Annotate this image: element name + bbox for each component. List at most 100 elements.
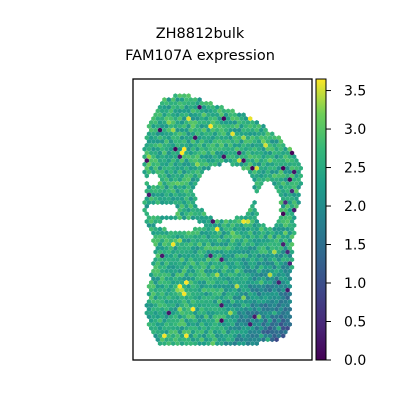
expression-spot [241, 226, 246, 232]
expression-spot [166, 173, 171, 179]
expression-spot [274, 177, 279, 183]
expression-spot [193, 310, 198, 316]
expression-spot [171, 112, 176, 118]
expression-spot [155, 230, 160, 236]
expression-spot [241, 295, 246, 301]
expression-spot [201, 257, 207, 263]
expression-spot [285, 249, 290, 255]
expression-spot [155, 238, 160, 244]
expression-spot [223, 241, 229, 247]
expression-spot [208, 215, 213, 221]
expression-spot [160, 253, 165, 259]
expression-spot [195, 123, 200, 129]
expression-spot [195, 276, 200, 282]
expression-spot [265, 177, 270, 183]
expression-spot [241, 219, 246, 225]
expression-spot [215, 340, 220, 346]
expression-spot [197, 165, 202, 171]
expression-spot [195, 146, 200, 152]
expression-spot [153, 219, 158, 225]
expression-spot [272, 333, 277, 339]
expression-spot [252, 291, 257, 297]
expression-spot [272, 272, 277, 278]
expression-spot [193, 287, 198, 293]
expression-spot [210, 264, 215, 270]
expression-spot [199, 321, 204, 327]
expression-spot [219, 272, 224, 278]
expression-spot [217, 329, 222, 335]
expression-spot [245, 272, 251, 278]
expression-spot [153, 310, 158, 316]
expression-spot [228, 295, 233, 301]
expression-spot [287, 306, 292, 312]
expression-spot [281, 272, 286, 278]
expression-spot [199, 268, 204, 274]
expression-spot [239, 299, 244, 305]
expression-spot [190, 253, 196, 259]
expression-spot [219, 150, 224, 156]
expression-spot [177, 253, 182, 259]
expression-spot [283, 306, 288, 312]
expression-spot [283, 177, 288, 183]
expression-spot [204, 123, 209, 129]
expression-spot [256, 177, 262, 183]
expression-spot [215, 219, 220, 225]
expression-spot [149, 158, 154, 164]
expression-spot [261, 222, 266, 228]
expression-spot [168, 161, 174, 167]
expression-spot [171, 333, 176, 339]
expression-spot [206, 165, 211, 171]
expression-spot [155, 253, 160, 259]
expression-spot [278, 200, 284, 205]
expression-spot [149, 119, 154, 125]
expression-spot [153, 272, 158, 278]
expression-spot [281, 173, 286, 179]
expression-spot [195, 139, 200, 145]
expression-spot [171, 234, 176, 240]
expression-spot [232, 219, 237, 225]
expression-spot [234, 283, 240, 289]
expression-spot [252, 169, 257, 175]
expression-spot [175, 211, 180, 217]
expression-spot [173, 283, 178, 289]
expression-spot [243, 321, 248, 327]
expression-spot [230, 276, 235, 282]
expression-spot [281, 318, 286, 324]
expression-spot [256, 154, 262, 160]
expression-spot [278, 215, 284, 221]
expression-spot [186, 123, 191, 129]
expression-spot [164, 161, 169, 167]
expression-spot [219, 333, 224, 339]
expression-spot [243, 222, 248, 228]
expression-spot [149, 226, 154, 232]
expression-spot [197, 318, 202, 324]
expression-spot [193, 97, 198, 103]
expression-spot [144, 211, 149, 217]
expression-spot [186, 329, 191, 335]
expression-spot [221, 283, 226, 289]
expression-spot [212, 108, 218, 114]
expression-spot [285, 226, 290, 232]
expression-spot [226, 268, 231, 274]
expression-spot [212, 123, 218, 129]
expression-spot [267, 264, 273, 270]
expression-spot [186, 131, 191, 137]
expression-spot [179, 97, 185, 103]
expression-spot [232, 112, 237, 118]
expression-spot [182, 192, 187, 198]
expression-spot [239, 329, 244, 335]
expression-spot [292, 161, 297, 167]
expression-spot [173, 268, 178, 274]
expression-spot [160, 276, 165, 282]
expression-spot [243, 161, 248, 167]
expression-spot [221, 238, 226, 244]
expression-spot [259, 257, 264, 263]
expression-spot [186, 215, 191, 221]
expression-spot [201, 135, 207, 141]
expression-spot [151, 184, 156, 190]
expression-spot [166, 180, 171, 186]
expression-spot [151, 238, 156, 244]
expression-spot [265, 146, 270, 152]
expression-spot [149, 188, 154, 194]
expression-spot [250, 127, 255, 133]
